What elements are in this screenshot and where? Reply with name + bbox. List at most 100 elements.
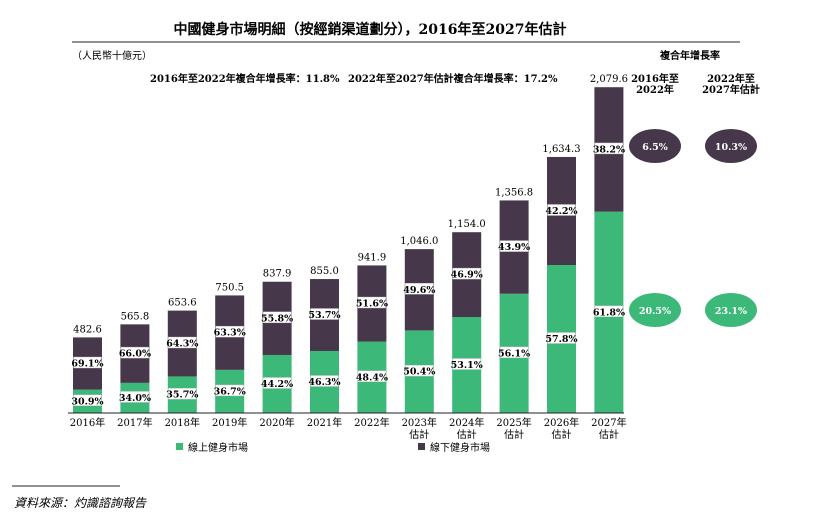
x-tick-label: 2024年 bbox=[449, 416, 484, 429]
x-tick-label: 2016年 bbox=[70, 416, 105, 429]
online-share-label-box bbox=[594, 305, 624, 318]
cagr-online-bubble bbox=[705, 293, 757, 327]
total-label: 941.9 bbox=[358, 252, 387, 263]
offline-share-label-box bbox=[262, 311, 292, 324]
offline-share-label-box bbox=[499, 240, 529, 252]
cagr-column-header: 2027年估計 bbox=[702, 83, 760, 96]
unit-label: （人民幣十億元） bbox=[72, 49, 152, 62]
offline-share-label: 53.7% bbox=[308, 310, 340, 321]
online-share-label: 35.7% bbox=[166, 390, 198, 401]
x-tick-label: 2020年 bbox=[259, 416, 294, 429]
x-tick-label: 估計 bbox=[599, 428, 619, 441]
x-tick-labels: 2016年 2017年 2018年 2019年 2020年 2021年 2022年 2023年… bbox=[70, 416, 627, 441]
cagr-column-header: 2022年 bbox=[636, 83, 674, 96]
cagr-online-value: 20.5% bbox=[639, 306, 671, 317]
online-share-label: 34.0% bbox=[119, 393, 151, 404]
bars: 482.6 69.1% 30.9% 565.8 66.0% 34.0% 653.6 64.3%… bbox=[71, 74, 628, 413]
online-share-label-box bbox=[547, 332, 576, 344]
cagr-online-value: 23.1% bbox=[715, 306, 747, 317]
offline-share-label-box bbox=[215, 325, 244, 338]
chart-title: 中國健身市場明細（按經銷渠道劃分），2016年至2027年估計 bbox=[174, 21, 567, 38]
offline-share-label-box bbox=[120, 346, 150, 359]
online-share-label: 30.9% bbox=[71, 396, 103, 407]
total-label: 855.0 bbox=[310, 266, 339, 277]
cagr-column-header: 2016年至 bbox=[631, 72, 679, 85]
cagr-note-1: 2016年至2022年複合年增長率：11.8% bbox=[150, 72, 340, 85]
total-label: 750.5 bbox=[215, 282, 244, 293]
online-share-label-box bbox=[120, 391, 150, 403]
online-share-label: 46.3% bbox=[308, 377, 340, 388]
total-label: 837.9 bbox=[263, 269, 292, 280]
online-share-label-box bbox=[452, 358, 481, 370]
x-tick-label: 2025年 bbox=[496, 416, 531, 429]
x-tick-label: 2027年 bbox=[591, 416, 626, 429]
offline-share-label-box bbox=[310, 308, 339, 320]
legend-label-online: 線上健身市場 bbox=[188, 441, 248, 454]
x-tick-label: 估計 bbox=[552, 428, 572, 441]
legend-swatch-online bbox=[176, 443, 183, 450]
cagr-note-2: 2022年至2027年估計複合年增長率：17.2% bbox=[348, 72, 558, 85]
offline-share-label: 64.3% bbox=[166, 339, 198, 350]
offline-share-label: 55.8% bbox=[261, 313, 293, 324]
cagr-offline-value: 6.5% bbox=[642, 142, 668, 153]
online-share-label-box bbox=[215, 384, 244, 397]
offline-share-label: 42.2% bbox=[545, 206, 577, 217]
online-share-label: 36.7% bbox=[214, 386, 246, 397]
total-label: 1,356.8 bbox=[495, 187, 533, 198]
x-tick-label: 2017年 bbox=[117, 416, 152, 429]
x-tick-label: 估計 bbox=[457, 428, 477, 441]
x-tick-label: 估計 bbox=[504, 428, 524, 441]
legend-label-offline: 線下健身市場 bbox=[430, 441, 490, 454]
x-tick-label: 2019年 bbox=[212, 416, 247, 429]
offline-share-label: 38.2% bbox=[593, 144, 625, 155]
online-share-label-box bbox=[310, 375, 339, 387]
offline-share-label-box bbox=[405, 283, 434, 295]
offline-share-label: 51.6% bbox=[356, 299, 388, 310]
online-share-label-box bbox=[168, 388, 197, 400]
cagr-offline-value: 10.3% bbox=[715, 142, 747, 153]
cagr-column-header: 2022年至 bbox=[707, 72, 755, 85]
total-label: 1,154.0 bbox=[448, 219, 486, 230]
total-label: 1,634.3 bbox=[542, 144, 580, 155]
online-share-label: 56.1% bbox=[498, 348, 530, 359]
x-tick-label: 估計 bbox=[409, 428, 429, 441]
cagr-table-values: 6.5% 10.3% 20.5% 23.1% bbox=[629, 129, 757, 327]
offline-share-label: 43.9% bbox=[498, 242, 530, 253]
online-share-label: 50.4% bbox=[403, 367, 435, 378]
offline-share-label-box bbox=[168, 336, 197, 349]
offline-share-label-box bbox=[73, 356, 102, 369]
x-tick-label: 2023年 bbox=[402, 416, 437, 429]
online-share-label-box bbox=[262, 377, 292, 389]
x-tick-label: 2018年 bbox=[165, 416, 200, 429]
online-share-label: 57.8% bbox=[545, 334, 577, 345]
total-label: 1,046.0 bbox=[400, 236, 438, 247]
total-label: 565.8 bbox=[121, 311, 150, 322]
cagr-online-bubble bbox=[629, 293, 681, 327]
online-share-label-box bbox=[73, 394, 102, 407]
offline-share-label: 63.3% bbox=[214, 328, 246, 339]
source-note: 資料來源：灼識諮詢報告 bbox=[14, 496, 147, 510]
offline-share-label-box bbox=[357, 296, 387, 309]
offline-share-label: 69.1% bbox=[71, 359, 103, 370]
online-share-label: 44.2% bbox=[261, 379, 293, 390]
x-tick-label: 2021年 bbox=[307, 416, 342, 429]
legend-swatch-offline bbox=[418, 443, 425, 450]
online-share-label-box bbox=[499, 346, 529, 359]
total-label: 653.6 bbox=[168, 298, 197, 309]
offline-share-label: 49.6% bbox=[403, 285, 435, 296]
online-share-label: 53.1% bbox=[451, 360, 483, 371]
online-share-label: 48.4% bbox=[356, 372, 388, 383]
online-share-label-box bbox=[405, 365, 434, 377]
online-share-label-box bbox=[357, 370, 387, 382]
cagr-offline-bubble bbox=[629, 129, 681, 163]
offline-share-label-box bbox=[547, 204, 576, 216]
offline-share-label-box bbox=[594, 142, 624, 155]
cagr-table-title: 複合年增長率 bbox=[659, 49, 720, 62]
offline-share-label: 46.9% bbox=[451, 270, 483, 281]
x-tick-label: 2026年 bbox=[544, 416, 579, 429]
offline-share-label: 66.0% bbox=[119, 349, 151, 360]
x-tick-label: 2022年 bbox=[354, 416, 389, 429]
cagr-offline-bubble bbox=[705, 129, 757, 163]
offline-share-label-box bbox=[452, 267, 481, 280]
